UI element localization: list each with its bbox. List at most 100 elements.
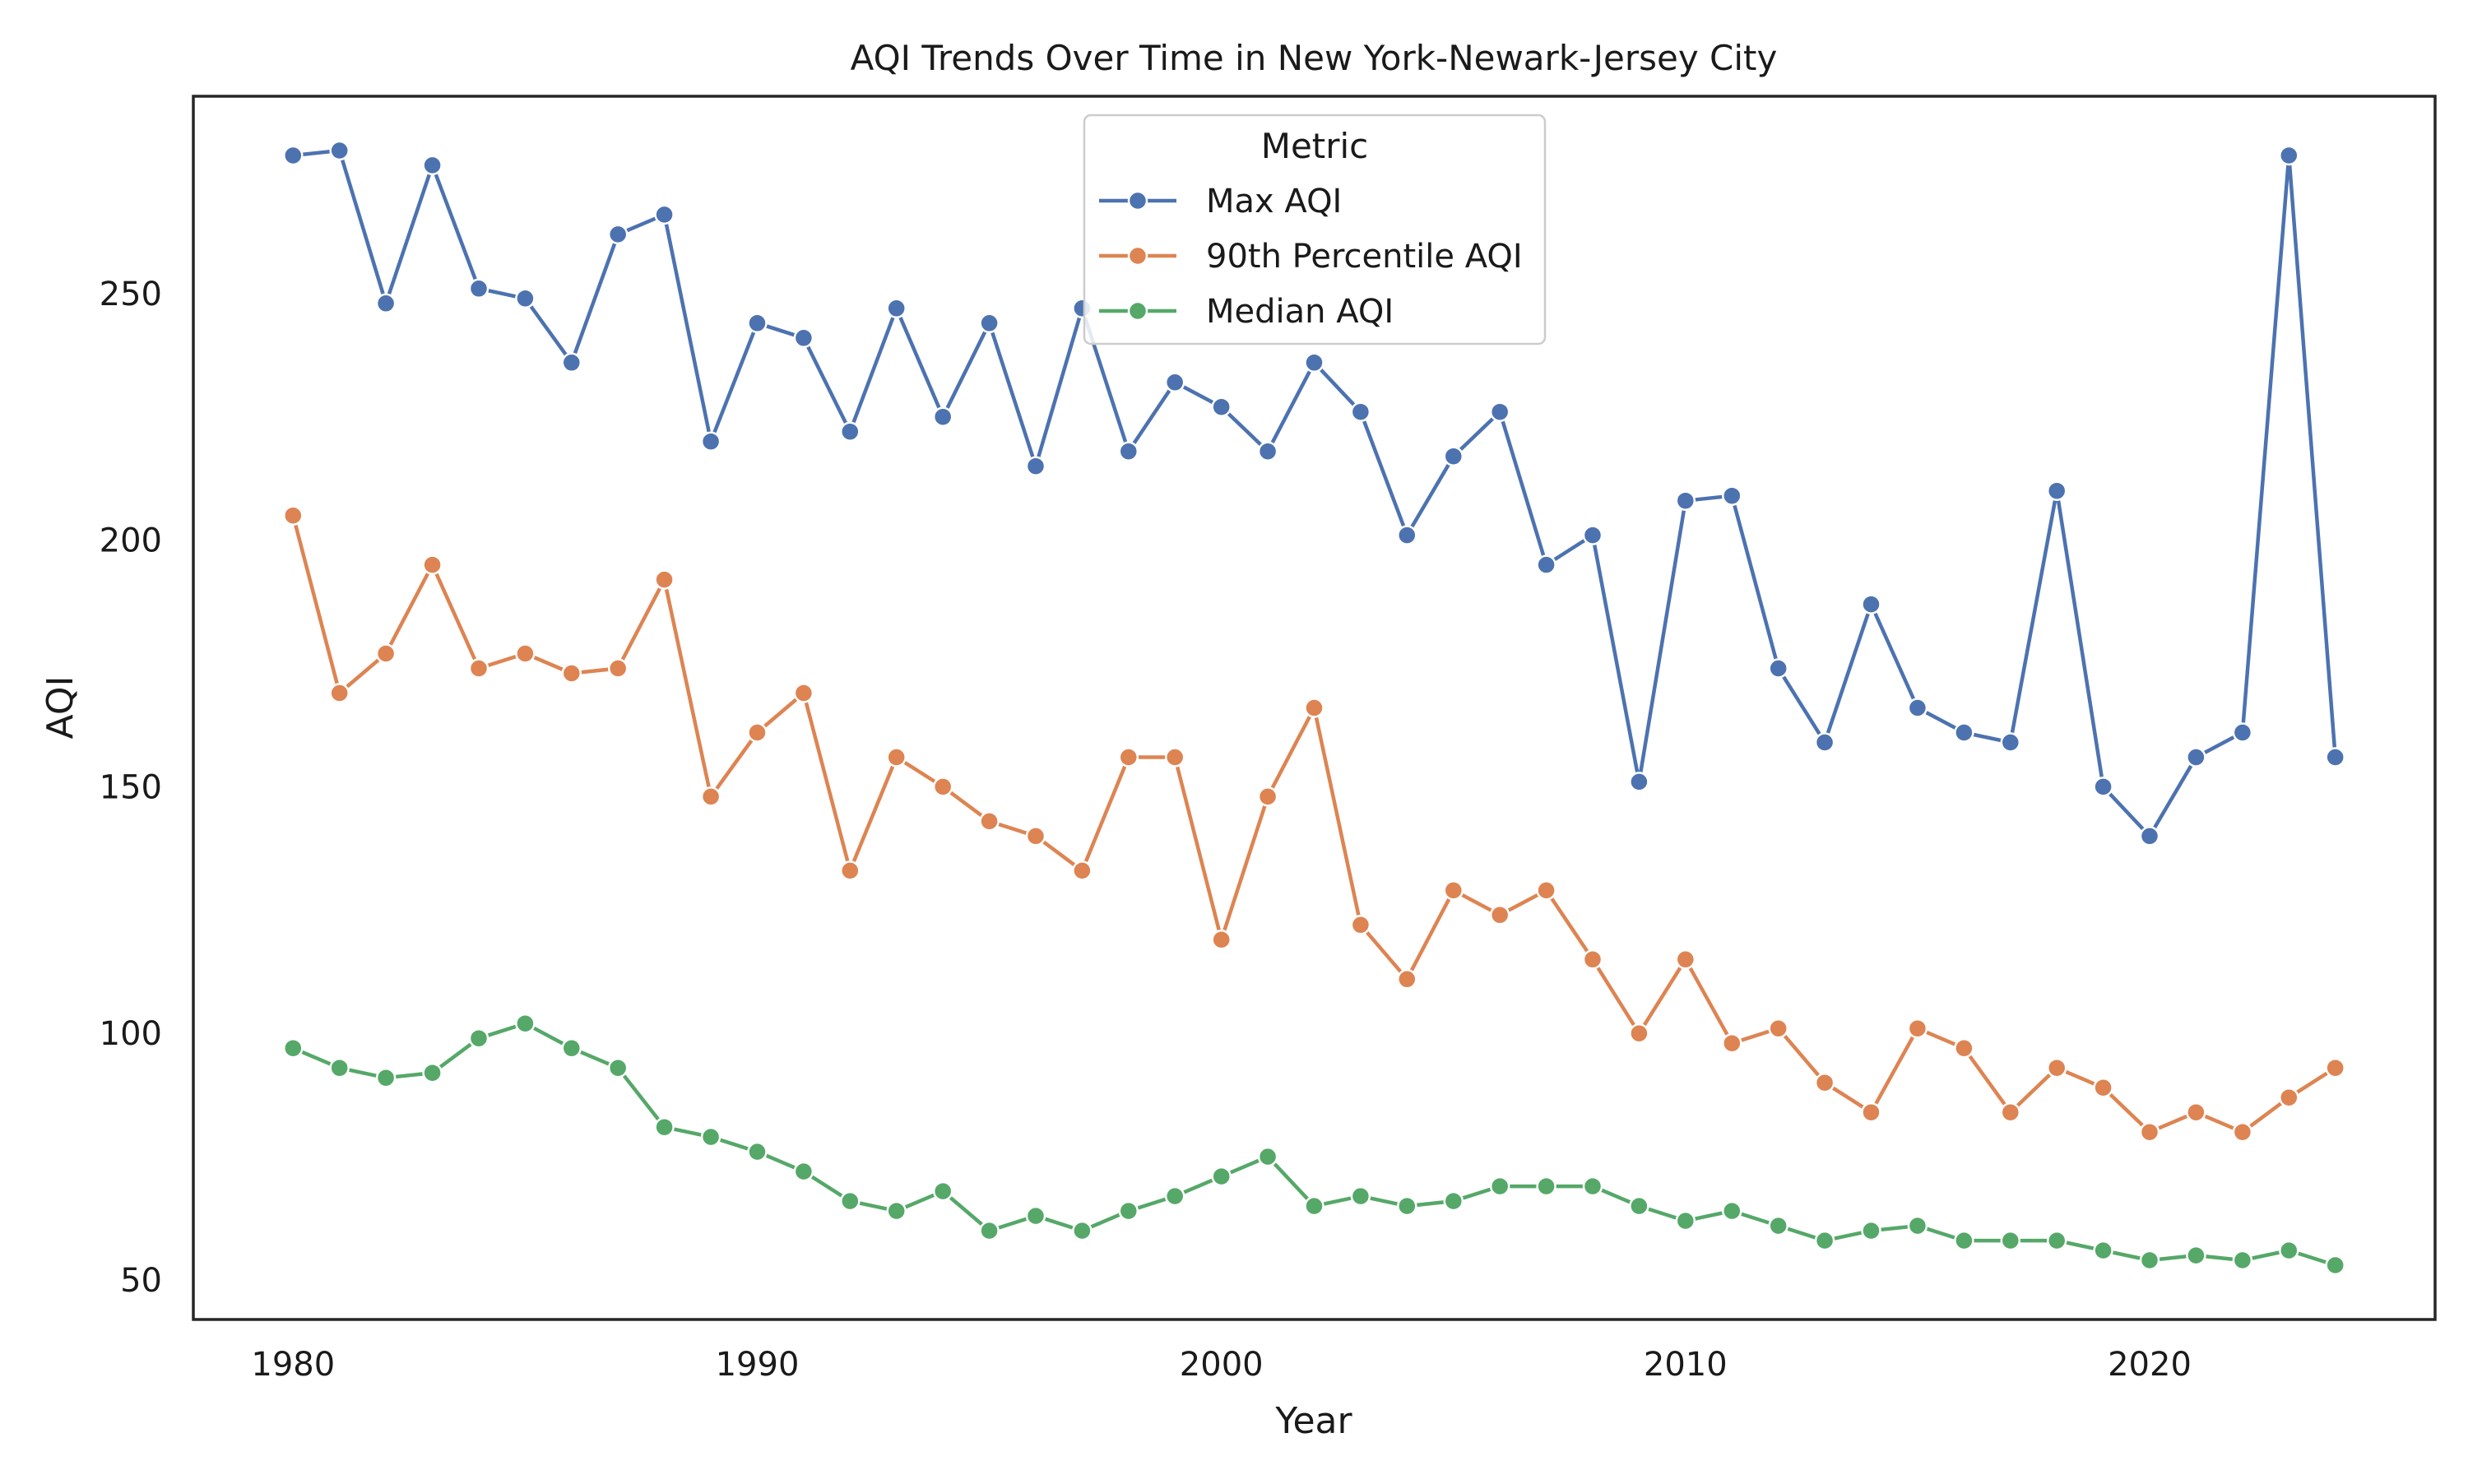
data-point[interactable] [515, 643, 536, 664]
data-point[interactable] [2325, 1254, 2345, 1276]
data-point[interactable] [515, 288, 536, 309]
data-point[interactable] [1861, 1101, 1881, 1123]
legend-item-1[interactable]: 90th Percentile AQI [1099, 238, 1523, 276]
data-point[interactable] [840, 421, 861, 442]
data-point[interactable] [654, 204, 675, 225]
data-point[interactable] [1025, 826, 1046, 846]
data-point[interactable] [1861, 1220, 1881, 1241]
data-point[interactable] [793, 1161, 814, 1182]
data-point[interactable] [1211, 930, 1232, 950]
data-point[interactable] [2325, 1057, 2345, 1078]
data-point[interactable] [654, 569, 675, 590]
data-point[interactable] [2139, 1121, 2160, 1143]
data-point[interactable] [2093, 1077, 2113, 1098]
data-point[interactable] [886, 1200, 907, 1222]
data-point[interactable] [1489, 401, 1510, 422]
data-point[interactable] [607, 658, 629, 679]
data-point[interactable] [747, 313, 768, 334]
data-point[interactable] [1072, 1220, 1093, 1241]
data-point[interactable] [932, 777, 953, 797]
data-point[interactable] [1907, 698, 1928, 718]
data-point[interactable] [793, 327, 814, 349]
data-point[interactable] [1304, 352, 1324, 373]
data-point[interactable] [1072, 860, 1093, 881]
data-point[interactable] [793, 683, 814, 703]
data-point[interactable] [561, 352, 582, 373]
data-point[interactable] [1025, 456, 1046, 476]
data-point[interactable] [979, 1220, 1000, 1241]
data-point[interactable] [2093, 777, 2113, 797]
data-point[interactable] [1304, 698, 1324, 718]
data-point[interactable] [979, 313, 1000, 334]
data-point[interactable] [1582, 1176, 1603, 1197]
data-point[interactable] [886, 747, 907, 768]
data-point[interactable] [1443, 446, 1464, 466]
data-point[interactable] [375, 643, 397, 664]
data-point[interactable] [1350, 1185, 1371, 1207]
data-point[interactable] [1907, 1215, 1928, 1236]
data-point[interactable] [1722, 485, 1742, 506]
data-point[interactable] [422, 554, 443, 575]
legend-item-0[interactable]: Max AQI [1099, 183, 1342, 220]
data-point[interactable] [2186, 747, 2206, 768]
data-point[interactable] [1397, 525, 1417, 545]
data-point[interactable] [700, 431, 721, 452]
data-point[interactable] [1722, 1032, 1742, 1054]
data-point[interactable] [2000, 1230, 2021, 1251]
data-point[interactable] [2046, 1057, 2067, 1078]
data-point[interactable] [1814, 1072, 1835, 1093]
data-point[interactable] [1629, 772, 1649, 792]
data-point[interactable] [2093, 1240, 2113, 1261]
data-point[interactable] [1814, 732, 1835, 753]
legend[interactable]: Metric Max AQI 90th Percentile AQI Median … [1083, 114, 1547, 345]
data-point[interactable] [1164, 372, 1185, 393]
data-point[interactable] [1489, 905, 1510, 925]
data-point[interactable] [2279, 1087, 2299, 1108]
data-point[interactable] [747, 722, 768, 743]
data-point[interactable] [1118, 747, 1139, 768]
data-point[interactable] [468, 1027, 489, 1049]
data-point[interactable] [1629, 1023, 1649, 1044]
data-point[interactable] [1443, 880, 1464, 901]
data-point[interactable] [1675, 949, 1696, 970]
data-point[interactable] [1768, 1215, 1788, 1236]
data-point[interactable] [1536, 554, 1556, 575]
data-point[interactable] [1118, 1200, 1139, 1222]
data-point[interactable] [468, 658, 489, 679]
data-point[interactable] [1164, 747, 1185, 768]
data-point[interactable] [1443, 1190, 1464, 1212]
data-point[interactable] [561, 1037, 582, 1059]
data-point[interactable] [1025, 1205, 1046, 1227]
data-point[interactable] [1257, 1146, 1278, 1167]
data-point[interactable] [1907, 1018, 1928, 1039]
data-point[interactable] [1768, 658, 1788, 679]
data-point[interactable] [283, 1037, 304, 1059]
data-point[interactable] [329, 140, 350, 161]
data-point[interactable] [1536, 880, 1556, 901]
data-point[interactable] [422, 1062, 443, 1083]
data-point[interactable] [2279, 145, 2299, 166]
data-point[interactable] [1814, 1230, 1835, 1251]
data-point[interactable] [2000, 732, 2021, 753]
data-point[interactable] [1211, 397, 1232, 417]
data-point[interactable] [1536, 1176, 1556, 1197]
data-point[interactable] [1397, 1195, 1417, 1217]
data-point[interactable] [700, 786, 721, 807]
data-point[interactable] [2139, 1250, 2160, 1271]
data-point[interactable] [2139, 826, 2160, 846]
data-point[interactable] [932, 406, 953, 427]
data-point[interactable] [700, 1126, 721, 1148]
data-point[interactable] [1397, 969, 1417, 990]
data-point[interactable] [1257, 441, 1278, 461]
data-point[interactable] [979, 811, 1000, 832]
data-point[interactable] [840, 1190, 861, 1212]
data-point[interactable] [2232, 1250, 2253, 1271]
data-point[interactable] [1582, 525, 1603, 545]
data-point[interactable] [1164, 1185, 1185, 1207]
data-point[interactable] [468, 278, 489, 299]
data-point[interactable] [1211, 1166, 1232, 1187]
data-point[interactable] [1257, 786, 1278, 807]
data-point[interactable] [1350, 915, 1371, 935]
data-point[interactable] [283, 505, 304, 526]
data-point[interactable] [607, 224, 629, 245]
